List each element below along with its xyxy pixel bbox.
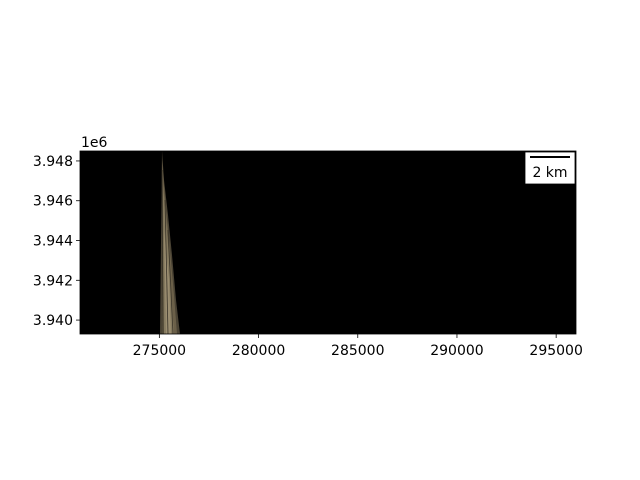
y-axis: 3.940 3.942 3.944 3.946 3.948 xyxy=(33,154,80,329)
y-tick-label: 3.946 xyxy=(33,194,73,210)
y-axis-offset-label: 1e6 xyxy=(81,135,108,151)
y-tick-label: 3.940 xyxy=(33,313,73,329)
x-tick-label: 285000 xyxy=(331,343,384,359)
x-axis: 275000 280000 285000 290000 295000 xyxy=(133,334,583,359)
y-tick-label: 3.944 xyxy=(33,234,73,250)
map-background xyxy=(80,151,576,334)
map-frame xyxy=(79,150,577,335)
raster-streak xyxy=(164,199,169,335)
x-tick-label: 295000 xyxy=(529,343,582,359)
x-tick-label: 275000 xyxy=(133,343,186,359)
map-panel: 2 km xyxy=(79,150,577,335)
y-tick-label: 3.948 xyxy=(33,154,73,170)
raster-streak xyxy=(167,229,174,335)
x-tick-label: 290000 xyxy=(430,343,483,359)
x-tick-label: 280000 xyxy=(232,343,285,359)
imagery-raster-sliver xyxy=(160,151,180,335)
raster-band-highlight xyxy=(164,230,171,334)
y-tick-label: 3.942 xyxy=(33,273,73,289)
scale-bar-label: 2 km xyxy=(532,165,567,181)
scale-bar: 2 km xyxy=(524,151,576,185)
raster-streak xyxy=(161,169,164,335)
